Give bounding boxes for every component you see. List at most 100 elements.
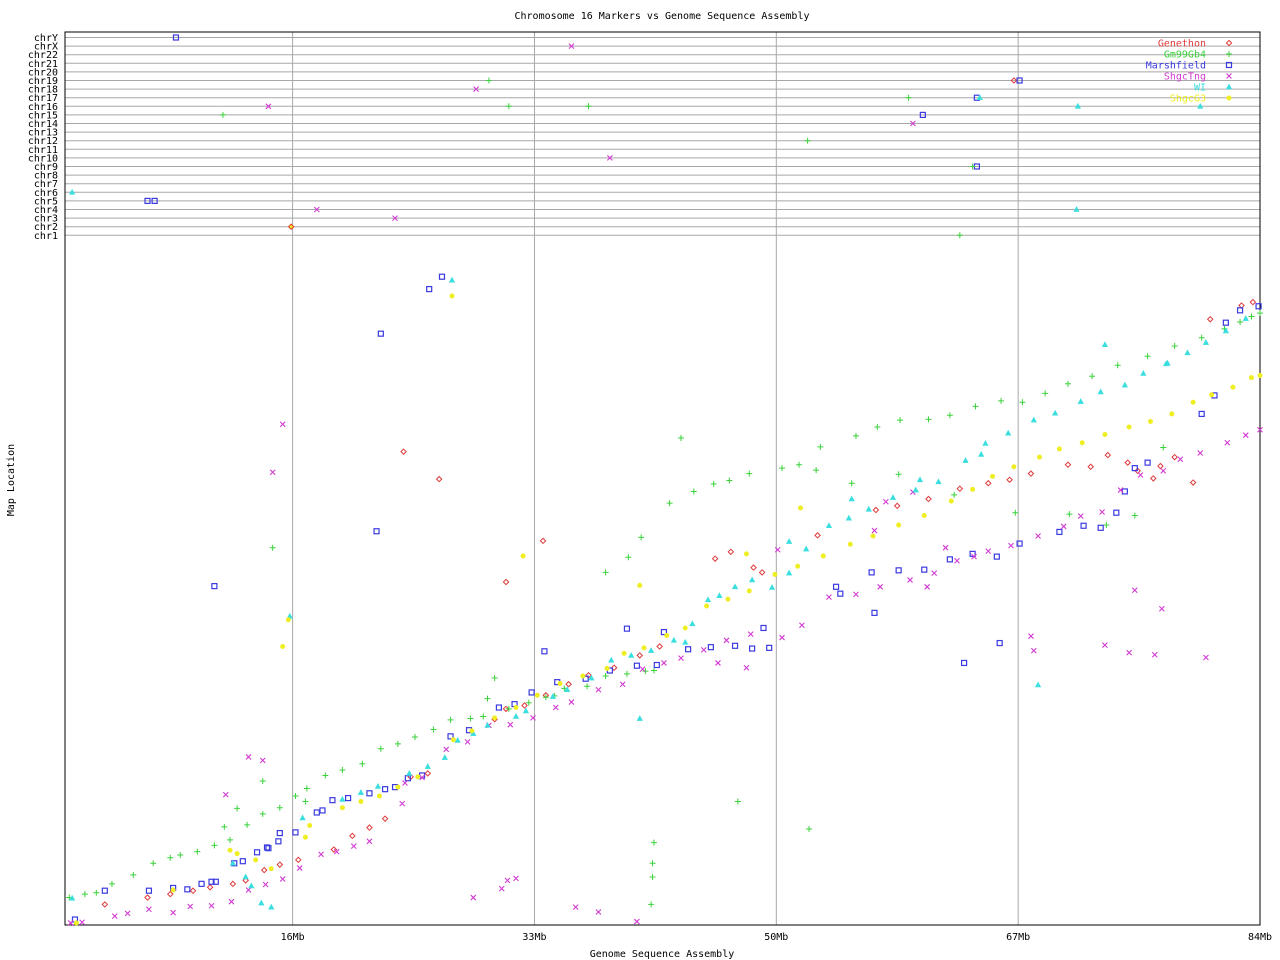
- legend-marker: [1226, 51, 1232, 57]
- data-point: [454, 737, 461, 743]
- data-point: [228, 898, 235, 905]
- data-point: [820, 553, 826, 559]
- data-point: [642, 668, 649, 675]
- data-point: [677, 434, 684, 441]
- chr-row-label: chrX: [34, 42, 58, 53]
- data-point: [847, 541, 853, 547]
- data-point: [1257, 373, 1263, 379]
- series-genethon-points: [101, 298, 1257, 908]
- data-point: [623, 670, 630, 677]
- data-point: [206, 883, 214, 891]
- data-point: [870, 533, 876, 539]
- data-point: [1158, 605, 1165, 612]
- chr-row-label: chr2: [34, 222, 58, 233]
- data-point: [625, 554, 632, 561]
- data-point: [650, 839, 657, 846]
- data-point: [1230, 384, 1236, 390]
- data-point: [302, 834, 308, 840]
- data-point: [1079, 440, 1085, 446]
- data-point: [572, 904, 579, 911]
- data-point: [1035, 533, 1041, 539]
- data-point: [447, 733, 454, 740]
- data-point: [502, 705, 510, 713]
- data-point: [595, 686, 602, 693]
- data-point: [895, 471, 902, 478]
- data-point: [1169, 411, 1175, 417]
- data-point: [935, 478, 942, 485]
- data-point: [447, 716, 454, 723]
- data-point: [956, 485, 964, 493]
- data-point: [1104, 451, 1112, 459]
- data-point: [208, 902, 215, 909]
- data-point: [211, 583, 218, 590]
- chr-row-label: chr4: [34, 205, 58, 216]
- data-point: [588, 674, 595, 681]
- data-point: [1027, 470, 1035, 477]
- data-point: [366, 838, 373, 845]
- data-point: [1077, 513, 1084, 520]
- data-point: [275, 838, 282, 845]
- data-point: [825, 522, 833, 529]
- data-point: [633, 662, 640, 669]
- data-point: [978, 450, 985, 457]
- data-point: [222, 791, 229, 798]
- chr-row-label: chrY: [34, 33, 58, 44]
- data-point: [1016, 540, 1023, 547]
- data-point: [513, 705, 519, 711]
- data-point: [725, 596, 731, 602]
- data-point: [1006, 476, 1013, 484]
- data-point: [339, 805, 345, 811]
- legend-label: Genethon: [1158, 39, 1206, 50]
- chr-row-label: chr10: [28, 153, 58, 164]
- data-point: [244, 821, 251, 828]
- chr-row-label: chr21: [28, 59, 58, 70]
- data-point: [245, 754, 252, 760]
- chr-row-label: chr1: [34, 231, 58, 242]
- data-point: [707, 644, 714, 651]
- data-point: [399, 800, 406, 807]
- data-point: [916, 476, 924, 483]
- data-point: [287, 223, 295, 231]
- data-point: [619, 681, 626, 688]
- data-point: [374, 782, 382, 789]
- data-point: [919, 111, 926, 119]
- data-point: [610, 664, 618, 672]
- data-point: [549, 693, 557, 699]
- legend-label: ShgcG3: [1170, 94, 1206, 105]
- data-point: [749, 645, 756, 652]
- data-point: [1257, 426, 1263, 433]
- other-chromosome-hits: [69, 34, 1204, 239]
- data-point: [406, 769, 413, 776]
- data-point: [1126, 424, 1132, 430]
- data-point: [704, 596, 712, 603]
- data-point: [1149, 475, 1157, 482]
- data-point: [1189, 479, 1197, 486]
- data-point: [636, 652, 644, 659]
- data-point: [307, 823, 313, 829]
- data-point: [392, 215, 398, 221]
- data-point: [318, 851, 324, 858]
- x-axis-ticks: 16Mb 33Mb 50Mb 67Mb 84Mb: [281, 932, 1272, 943]
- data-point: [1202, 339, 1210, 345]
- data-point: [333, 848, 340, 855]
- data-point: [1249, 298, 1257, 306]
- data-point: [817, 443, 824, 450]
- data-point: [832, 583, 840, 590]
- data-point: [868, 569, 875, 576]
- data-point: [689, 620, 696, 627]
- data-point: [1117, 487, 1124, 493]
- data-point: [1008, 542, 1014, 549]
- data-point: [1010, 77, 1018, 84]
- chart-title: Chromosome 16 Markers vs Genome Sequence…: [514, 11, 809, 22]
- data-point: [366, 790, 373, 797]
- data-point: [760, 624, 767, 632]
- data-point: [648, 901, 655, 908]
- data-point: [872, 506, 880, 514]
- data-point: [606, 155, 613, 161]
- data-point: [276, 861, 284, 868]
- legend-marker: [1226, 95, 1232, 101]
- data-point: [345, 794, 352, 802]
- data-point: [580, 673, 586, 679]
- data-point: [971, 553, 977, 560]
- data-point: [1097, 524, 1104, 531]
